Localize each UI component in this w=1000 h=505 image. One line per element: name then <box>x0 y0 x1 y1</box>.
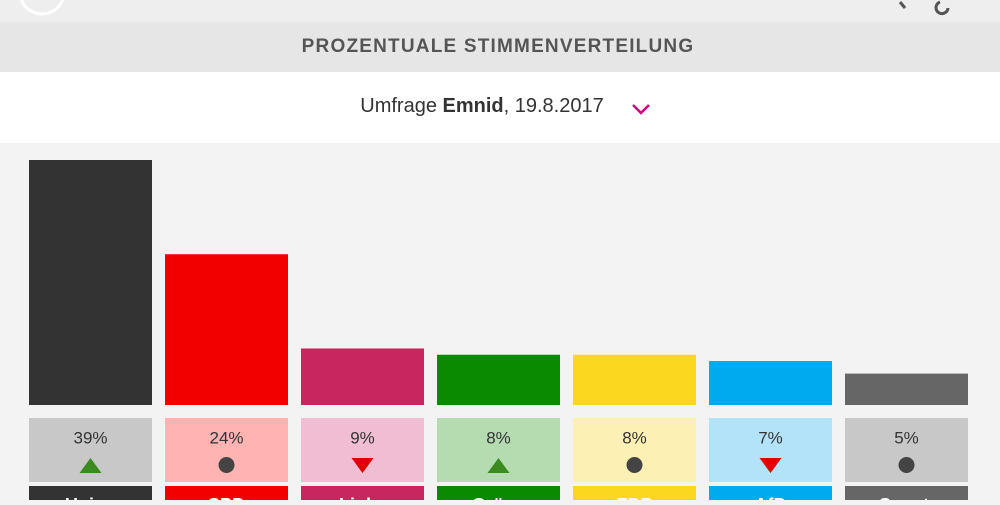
bar <box>845 373 968 405</box>
value-label: 5% <box>894 428 919 447</box>
party-name: AfD <box>755 495 787 500</box>
trend-down <box>759 458 782 473</box>
value-label: 8% <box>486 428 511 447</box>
bar <box>301 348 424 405</box>
trend-same <box>626 457 643 473</box>
chart: 39% Union 24% SPD 9% Linke 8% Grüne 8% FDP 7% AfD 5%… <box>29 160 968 505</box>
bar <box>165 254 288 405</box>
section-header <box>0 22 1000 72</box>
value-label: 24% <box>209 428 243 447</box>
party-name: Linke <box>339 495 386 500</box>
party-name: Union <box>65 495 116 500</box>
party-name: Sonst. <box>879 495 934 500</box>
bar <box>437 354 560 405</box>
survey-selector[interactable] <box>0 72 1000 143</box>
section-title: PROZENTUALE STIMMENVERTEILUNG <box>302 36 695 57</box>
value-label: 39% <box>73 428 107 447</box>
value-label: 9% <box>350 428 375 447</box>
party-name: Grüne <box>472 495 525 500</box>
bar <box>709 361 832 405</box>
trend-down <box>351 458 374 473</box>
party-name: FDP <box>617 495 653 500</box>
trend-up <box>487 458 510 473</box>
survey-prefix: Umfrage <box>360 95 437 117</box>
survey-date: , 19.8.2017 <box>504 95 604 117</box>
trend-same <box>898 457 915 473</box>
bar <box>573 354 696 405</box>
survey-institute: Emnid <box>443 95 504 117</box>
value-label: 7% <box>758 428 783 447</box>
logo <box>19 0 65 16</box>
value-label: 8% <box>622 428 647 447</box>
trend-same <box>218 457 235 473</box>
top-icons[interactable] <box>898 0 950 16</box>
party-name: SPD <box>208 495 245 500</box>
trend-up <box>79 458 102 473</box>
bar <box>29 160 152 405</box>
top-bar <box>0 0 1000 22</box>
survey-label[interactable]: Umfrage Emnid, 19.8.2017 <box>360 95 603 117</box>
dropdown-chevron[interactable] <box>632 104 650 115</box>
